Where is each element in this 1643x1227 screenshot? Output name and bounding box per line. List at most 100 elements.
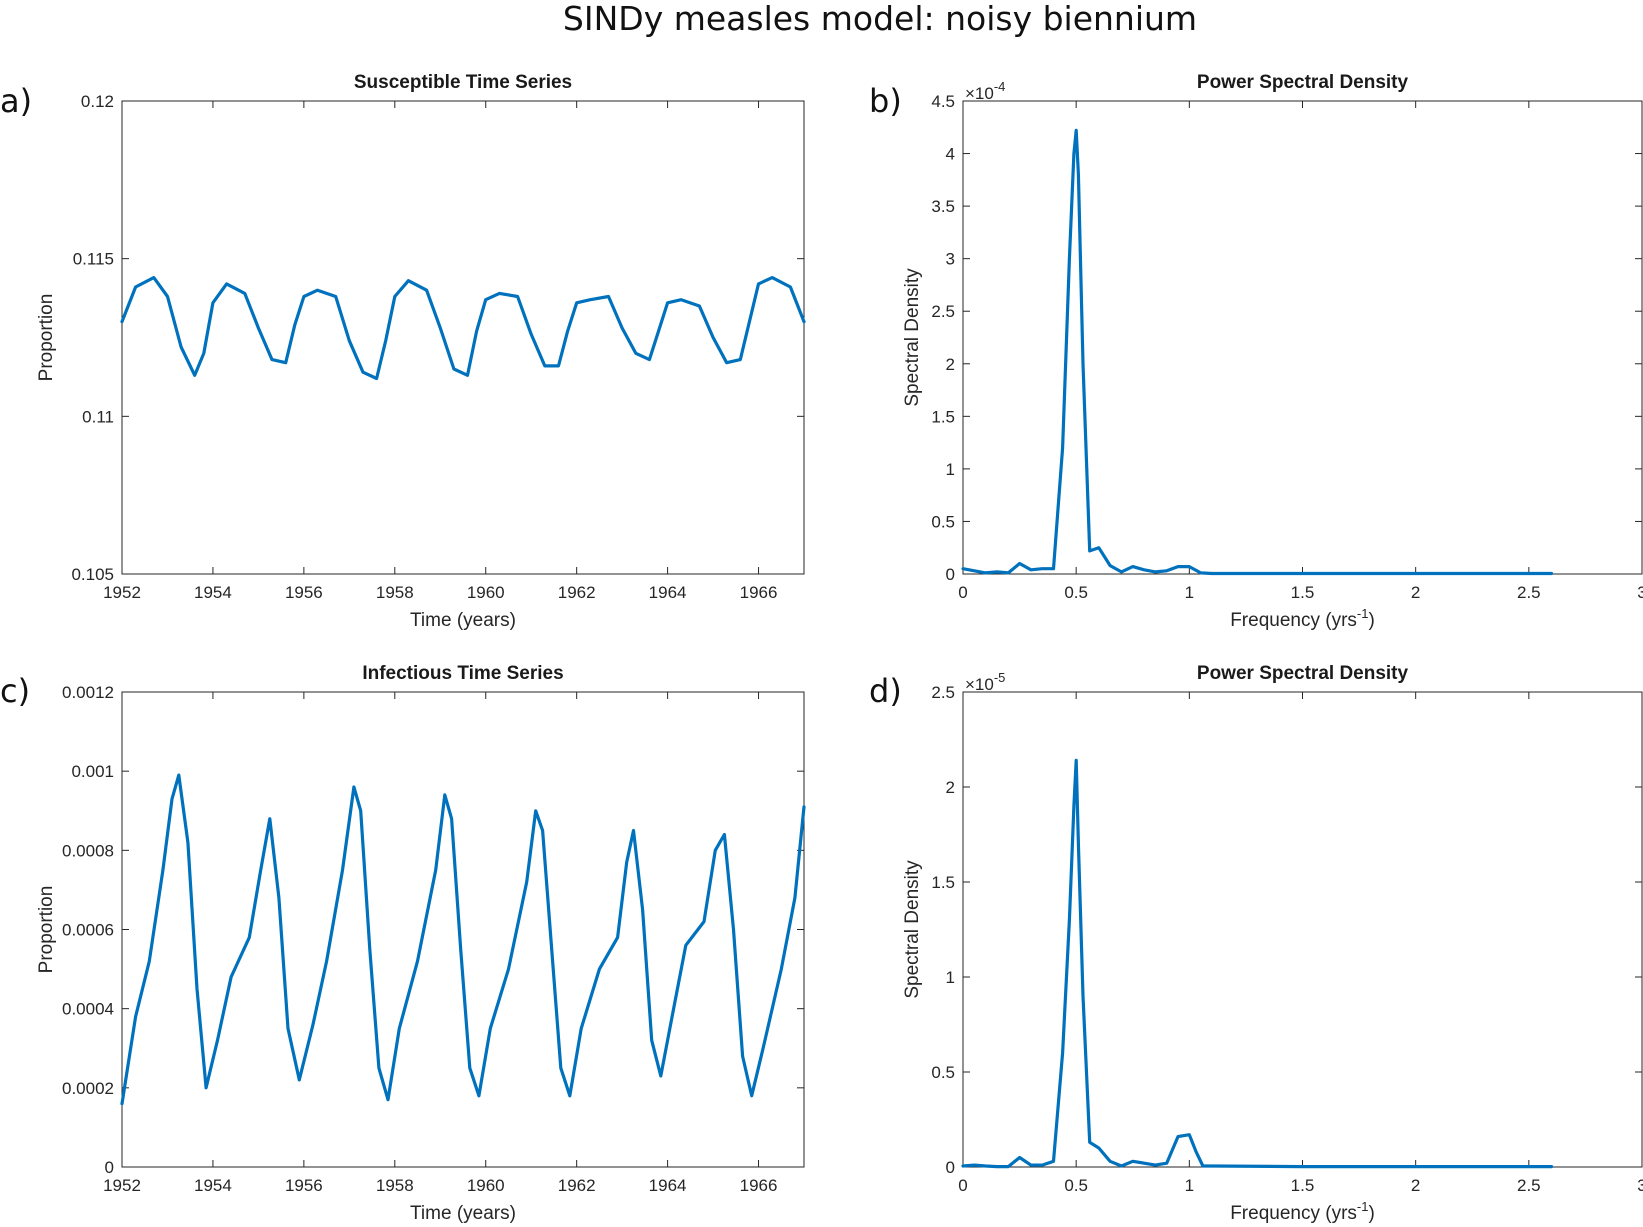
- x-tick-label: 2.5: [1517, 1176, 1541, 1195]
- x-axis-label: Frequency (yrs-1): [1230, 1199, 1375, 1224]
- series-line-susceptible: [120, 276, 806, 381]
- x-axis-label-superscript: -1: [1357, 606, 1369, 621]
- y-axis-exponent: ×10-4: [965, 79, 1005, 103]
- x-tick-label: 0: [958, 1176, 967, 1195]
- x-axis-label-close: ): [1368, 1203, 1374, 1224]
- x-tick-label: 1954: [194, 583, 232, 602]
- chart-title: Power Spectral Density: [1197, 72, 1409, 93]
- y-tick-label: 0.0004: [62, 1000, 114, 1019]
- x-axis-label-text: Time (years): [410, 610, 516, 631]
- x-tick-label: 1964: [649, 583, 687, 602]
- series-line-infectious: [120, 773, 806, 1106]
- y-tick-label: 4.5: [931, 92, 955, 111]
- x-tick-label: 1958: [376, 583, 414, 602]
- y-tick-label: 1.5: [931, 873, 955, 892]
- y-tick-label: 0.5: [931, 1063, 955, 1082]
- x-axis-label: Time (years): [410, 1203, 516, 1224]
- exponent-base: ×10: [965, 84, 994, 103]
- x-tick-label: 3: [1637, 583, 1643, 602]
- y-axis-exponent: ×10-5: [965, 670, 1005, 694]
- x-tick-label: 1952: [103, 1176, 141, 1195]
- x-tick-label: 1966: [740, 583, 778, 602]
- y-tick-label: 0.5: [931, 512, 955, 531]
- y-tick-label: 0: [105, 1158, 114, 1177]
- y-tick-label: 0.12: [81, 92, 114, 111]
- chart-title: Susceptible Time Series: [354, 72, 572, 93]
- panel-d-psd-infectious: d) Power Spectral Density 0 0.5 1 1.5 2 2.5 3 0 0.…: [869, 663, 1643, 1224]
- series-line-psd: [961, 128, 1554, 576]
- axes-box: [121, 100, 805, 575]
- exponent-power: -5: [994, 670, 1006, 685]
- x-tick-label: 1952: [103, 583, 141, 602]
- y-tick-label: 2: [946, 355, 955, 374]
- y-tick-label: 0: [946, 565, 955, 584]
- x-tick-label: 1.5: [1291, 583, 1315, 602]
- y-tick-label: 0.0008: [62, 841, 114, 860]
- x-tick-label: 2: [1411, 583, 1420, 602]
- x-axis-label-text: Frequency (yrs: [1230, 1203, 1357, 1224]
- y-tick-label: 0.0012: [62, 683, 114, 702]
- y-tick-label: 0.001: [71, 762, 114, 781]
- x-axis-label-close: ): [1368, 610, 1374, 631]
- y-tick-label: 0.0002: [62, 1079, 114, 1098]
- y-tick-label: 2: [946, 778, 955, 797]
- x-tick-label: 1960: [467, 1176, 505, 1195]
- x-tick-label: 1958: [376, 1176, 414, 1195]
- x-axis-label: Frequency (yrs-1): [1230, 606, 1375, 631]
- panel-c-infectious: c) Infectious Time Series 1952 1954 1956 1958…: [0, 663, 806, 1224]
- panel-label: b): [869, 82, 902, 120]
- x-tick-label: 1: [1185, 583, 1194, 602]
- figure-title: SINDy measles model: noisy biennium: [563, 0, 1197, 38]
- x-tick-label: 1964: [649, 1176, 687, 1195]
- x-axis-label: Time (years): [410, 610, 516, 631]
- chart-title: Power Spectral Density: [1197, 663, 1409, 684]
- x-tick-label: 1954: [194, 1176, 232, 1195]
- chart-title: Infectious Time Series: [362, 663, 563, 684]
- y-tick-label: 2.5: [931, 683, 955, 702]
- panel-b-psd-susceptible: b) Power Spectral Density 0 0.5 1 1.5 2 2.5 3 0 0.…: [869, 72, 1643, 631]
- axes-box: [121, 691, 805, 1168]
- series-line-psd: [961, 758, 1554, 1169]
- x-tick-label: 1.5: [1291, 1176, 1315, 1195]
- x-axis-label-text: Frequency (yrs: [1230, 610, 1357, 631]
- x-tick-label: 3: [1637, 1176, 1643, 1195]
- axes-box: [962, 691, 1643, 1168]
- y-axis-label: Spectral Density: [902, 268, 923, 407]
- x-tick-label: 1956: [285, 583, 323, 602]
- panel-label: c): [0, 672, 30, 710]
- x-tick-label: 1: [1185, 1176, 1194, 1195]
- y-tick-label: 0.0006: [62, 921, 114, 940]
- x-tick-label: 2: [1411, 1176, 1420, 1195]
- x-axis-label-text: Time (years): [410, 1203, 516, 1224]
- y-tick-label: 0.11: [82, 407, 114, 426]
- x-tick-label: 1966: [740, 1176, 778, 1195]
- panel-a-susceptible: a) Susceptible Time Series 1952 1954 1956 195…: [0, 72, 806, 631]
- y-tick-label: 3.5: [931, 197, 955, 216]
- x-tick-label: 1962: [558, 1176, 596, 1195]
- panel-label: a): [0, 82, 32, 120]
- y-tick-label: 2.5: [931, 302, 955, 321]
- y-tick-label: 0.105: [71, 565, 114, 584]
- y-axis-label: Proportion: [36, 294, 57, 382]
- x-tick-label: 2.5: [1517, 583, 1541, 602]
- y-axis-label: Proportion: [36, 886, 57, 974]
- y-tick-label: 1: [946, 968, 955, 987]
- exponent-base: ×10: [965, 675, 994, 694]
- x-tick-label: 0: [958, 583, 967, 602]
- x-tick-label: 0.5: [1064, 1176, 1088, 1195]
- y-tick-label: 0: [946, 1158, 955, 1177]
- y-tick-label: 0.115: [73, 250, 114, 269]
- x-axis-label-superscript: -1: [1357, 1199, 1369, 1214]
- y-tick-label: 3: [946, 250, 955, 269]
- y-axis-label: Spectral Density: [902, 860, 923, 999]
- y-tick-label: 4: [946, 145, 955, 164]
- y-tick-label: 1: [946, 460, 955, 479]
- x-tick-label: 1960: [467, 583, 505, 602]
- panel-label: d): [869, 672, 902, 710]
- exponent-power: -4: [994, 79, 1006, 94]
- x-tick-label: 0.5: [1064, 583, 1088, 602]
- x-tick-label: 1962: [558, 583, 596, 602]
- axes-box: [962, 100, 1643, 575]
- x-tick-label: 1956: [285, 1176, 323, 1195]
